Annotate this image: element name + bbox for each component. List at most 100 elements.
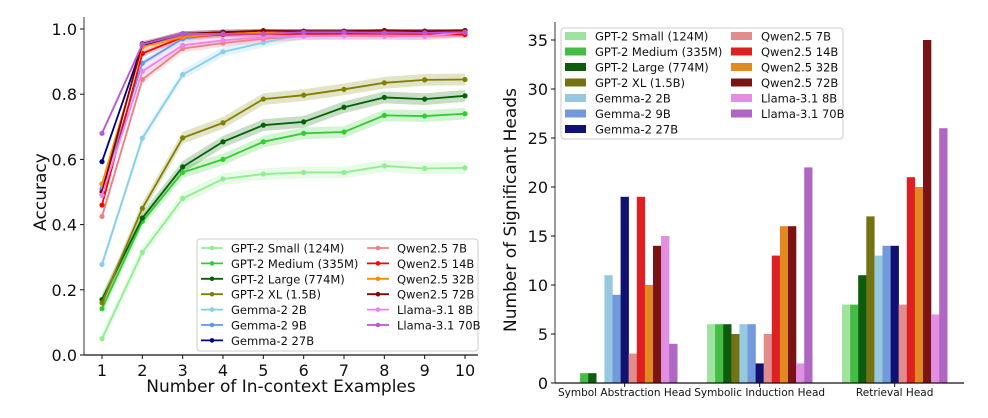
legend-label: Llama-3.1 70B (397, 319, 481, 333)
y-tick-label: 0 (538, 374, 548, 393)
legend: GPT-2 Small (124M)GPT-2 Medium (335M) GPT… (560, 27, 845, 140)
y-tick-label: 0.8 (52, 85, 77, 104)
point-llama-3-1-70b-x4 (220, 31, 226, 37)
bar-gemma-2-27b-symbolic-induction-head (755, 363, 764, 383)
legend-label: Gemma-2 27B (231, 334, 314, 348)
legend-swatch (565, 125, 586, 133)
y-tick-label: 0.6 (52, 150, 77, 169)
point-llama-3-1-8b-x4 (220, 37, 226, 44)
legend-label: Gemma-2 27B (595, 123, 678, 137)
point-llama-3-1-8b-x3 (180, 42, 186, 48)
legend-item-gemma-2-9b: Gemma-2 9B (201, 319, 307, 333)
point-gpt-2-small-124m-x1 (99, 336, 105, 342)
point-llama-3-1-70b-x1 (99, 130, 105, 136)
bar-gemma-2-2b-symbolic-induction-head (739, 324, 748, 383)
bar-gpt-2-medium-335m-retrieval-head (850, 304, 859, 383)
point-gpt-2-large-774m-x5 (260, 122, 266, 128)
line-gpt-2-xl-1-5b (101, 78, 466, 304)
point-gpt-2-xl-1-5b-x8 (381, 80, 387, 86)
point-gpt-2-xl-1-5b-x9 (422, 77, 428, 83)
point-gpt-2-small-124m-x9 (422, 165, 428, 172)
legend-swatch (565, 47, 586, 56)
legend-label: Llama-3.1 8B (761, 92, 837, 106)
point-gpt-2-xl-1-5b-x6 (301, 92, 307, 98)
line-llama-3-1-8b (101, 31, 466, 196)
point-gpt-2-xl-1-5b-x3 (180, 135, 186, 141)
x-tick-label: 5 (258, 361, 268, 380)
legend-marker (375, 261, 381, 266)
legend-swatch (731, 63, 752, 71)
legend-label: GPT-2 Medium (335M) (231, 257, 358, 271)
point-gpt-2-large-774m-x7 (341, 104, 347, 110)
legend-marker (209, 291, 215, 297)
point-gemma-2-2b-x3 (180, 72, 186, 78)
legend-item-gpt-2-medium-335m: GPT-2 Medium (335M) (565, 45, 722, 59)
point-gemma-2-2b-x1 (99, 261, 105, 267)
x-tick-label: 8 (379, 361, 389, 380)
bar-qwen2-5-7b-symbol-abstraction-head (628, 353, 637, 383)
legend-item-gemma-2-27b: Gemma-2 27B (565, 123, 678, 137)
point-gpt-2-small-124m-x7 (341, 169, 347, 176)
legend-marker (375, 291, 381, 297)
y-tick-label: 0.2 (52, 281, 77, 300)
series-gpt-2-xl-1-5b (99, 76, 468, 306)
legend-item-gemma-2-27b: Gemma-2 27B (201, 334, 314, 348)
point-gpt-2-large-774m-x4 (220, 139, 226, 145)
legend-label: Gemma-2 2B (231, 303, 307, 317)
legend-item-qwen2-5-72b: Qwen2.5 72B (367, 288, 474, 302)
legend-item-qwen2-5-7b: Qwen2.5 7B (731, 30, 831, 44)
point-gpt-2-small-124m-x6 (301, 169, 307, 176)
legend-item-gpt-2-small-124m: GPT-2 Small (124M) (565, 30, 708, 44)
x-tick-label: 7 (339, 361, 349, 380)
confidence-bands (102, 29, 465, 345)
bar-group-retrieval-head (842, 40, 948, 383)
y-ticks: 0.0 0.2 0.4 0.6 0.8 1.0 (52, 20, 84, 365)
bar-gpt-2-small-124m-symbolic-induction-head (707, 324, 716, 383)
point-gpt-2-large-774m-x8 (381, 94, 387, 101)
bar-llama-3-1-8b-symbolic-induction-head (796, 363, 805, 383)
bar-gpt-2-small-124m-retrieval-head (842, 304, 851, 383)
legend-item-qwen2-5-14b: Qwen2.5 14B (731, 45, 838, 59)
legend-item-gpt-2-large-774m: GPT-2 Large (774M) (565, 61, 709, 75)
legend-swatch (731, 78, 752, 87)
point-llama-3-1-70b-x3 (180, 31, 186, 37)
legend-marker (209, 245, 215, 251)
x-ticks: 1 2 3 4 5 6 7 8 9 10 (97, 355, 475, 380)
point-gpt-2-medium-335m-x5 (260, 139, 266, 145)
legend-swatch (565, 94, 586, 102)
y-tick-label: 10 (528, 276, 548, 295)
bar-qwen2-5-72b-symbolic-induction-head (788, 226, 797, 383)
point-gemma-2-9b-x2 (139, 60, 145, 66)
y-tick-label: 30 (528, 80, 548, 99)
bar-gpt-2-medium-335m-symbolic-induction-head (715, 324, 724, 383)
point-gpt-2-small-124m-x3 (180, 195, 186, 202)
legend-item-llama-3-1-8b: Llama-3.1 8B (731, 92, 837, 106)
y-tick-label: 5 (538, 325, 548, 344)
legend-item-gemma-2-9b: Gemma-2 9B (565, 107, 671, 121)
legend-marker (375, 245, 381, 251)
point-llama-3-1-70b-x10 (462, 29, 468, 35)
x-tick-label: Symbol Abstraction Head (558, 387, 691, 399)
legend-swatch (565, 78, 586, 87)
point-llama-3-1-70b-x9 (422, 30, 428, 36)
bar-qwen2-5-32b-retrieval-head (914, 187, 924, 383)
legend-item-qwen2-5-32b: Qwen2.5 32B (367, 272, 474, 286)
bar-qwen2-5-14b-symbol-abstraction-head (636, 196, 646, 383)
legend-label: Gemma-2 9B (231, 319, 307, 333)
legend-marker (209, 261, 215, 266)
bar-gpt-2-xl-1-5b-retrieval-head (866, 216, 875, 383)
point-llama-3-1-70b-x2 (139, 41, 145, 47)
legend-item-qwen2-5-7b: Qwen2.5 7B (367, 242, 467, 256)
accuracy-line-chart: 0.0 0.2 0.4 0.6 0.8 1.0 1 2 3 4 5 6 7 8 9 10 Number of… (31, 17, 481, 397)
y-tick-label: 15 (528, 227, 548, 246)
bar-gpt-2-large-774m-symbolic-induction-head (723, 324, 732, 383)
bar-qwen2-5-7b-symbolic-induction-head (763, 334, 772, 383)
bar-gemma-2-2b-symbol-abstraction-head (604, 275, 613, 383)
legend-label: GPT-2 Small (124M) (595, 30, 708, 44)
bar-gemma-2-27b-symbol-abstraction-head (620, 196, 629, 383)
point-gpt-2-medium-335m-x4 (220, 156, 226, 162)
legend-swatch (731, 109, 752, 118)
bar-gpt-2-medium-335m-symbol-abstraction-head (580, 373, 589, 383)
point-gpt-2-large-774m-x2 (139, 215, 145, 221)
bar-gemma-2-9b-retrieval-head (882, 245, 891, 383)
